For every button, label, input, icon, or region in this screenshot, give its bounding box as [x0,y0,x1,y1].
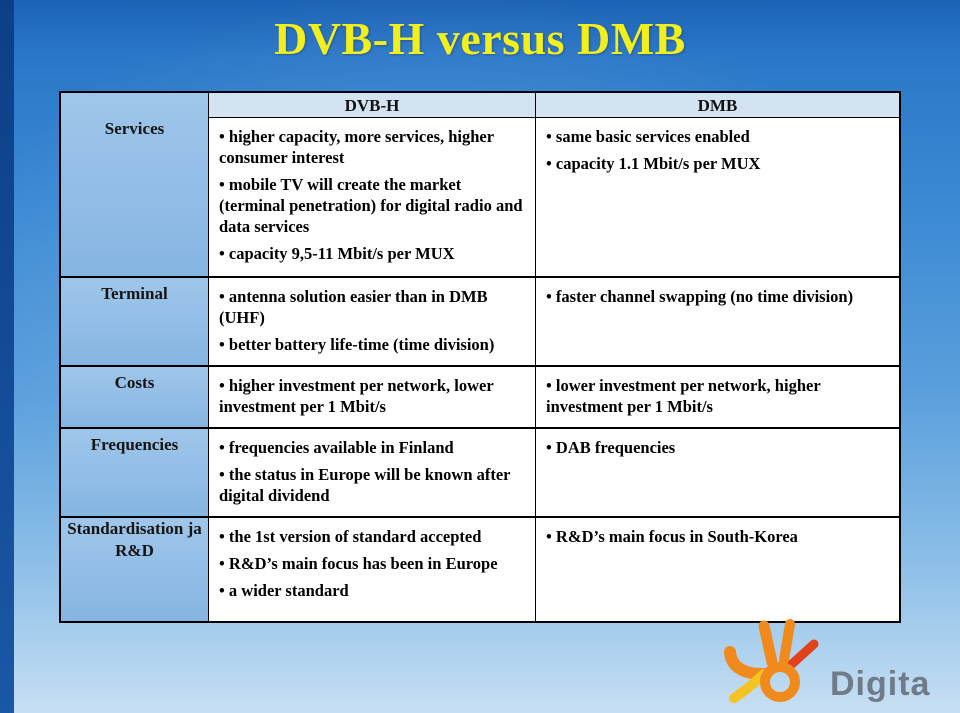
row-label-standardisation: Standardisation ja R&D [61,518,208,621]
standardisation-dvbh-cell: the 1st version of standard accepted R&D… [209,518,535,621]
list-item: better battery life-time (time division) [219,334,525,355]
list-item: mobile TV will create the market (termin… [219,174,525,237]
frequencies-dmb-cell: DAB frequencies [536,429,899,516]
column-header-dmb: DMB [536,93,899,117]
list-item: the 1st version of standard accepted [219,526,525,547]
list-item: R&D’s main focus has been in Europe [219,553,525,574]
standardisation-dmb-cell: R&D’s main focus in South-Korea [536,518,899,621]
list-item: the status in Europe will be known after… [219,464,525,506]
frequencies-dvbh-cell: frequencies available in Finland the sta… [209,429,535,516]
list-item: same basic services enabled [546,126,889,147]
row-label-services: Services [61,93,208,276]
comparison-table: DVB-H DMB Services higher capacity, more… [59,91,901,623]
list-item: DAB frequencies [546,437,889,458]
costs-dvbh-cell: higher investment per network, lower inv… [209,367,535,427]
left-accent-bar [0,0,14,713]
list-item: faster channel swapping (no time divisio… [546,286,889,307]
list-item: frequencies available in Finland [219,437,525,458]
row-label-frequencies: Frequencies [61,429,208,516]
terminal-dvbh-cell: antenna solution easier than in DMB (UHF… [209,278,535,365]
list-item: R&D’s main focus in South-Korea [546,526,889,547]
digita-logo-text: Digita [830,665,931,703]
list-item: higher capacity, more services, higher c… [219,126,525,168]
list-item: higher investment per network, lower inv… [219,375,525,417]
list-item: lower investment per network, higher inv… [546,375,889,417]
list-item: capacity 1.1 Mbit/s per MUX [546,153,889,174]
list-item: antenna solution easier than in DMB (UHF… [219,286,525,328]
list-item: capacity 9,5-11 Mbit/s per MUX [219,243,525,264]
row-label-terminal: Terminal [61,278,208,365]
row-label-costs: Costs [61,367,208,427]
column-header-dvbh: DVB-H [209,93,535,117]
terminal-dmb-cell: faster channel swapping (no time divisio… [536,278,899,365]
digita-logo-mark-icon [724,619,819,703]
services-dvbh-cell: higher capacity, more services, higher c… [209,118,535,276]
list-item: a wider standard [219,580,525,601]
services-dmb-cell: same basic services enabled capacity 1.1… [536,118,899,276]
costs-dmb-cell: lower investment per network, higher inv… [536,367,899,427]
slide-title: DVB-H versus DMB [274,13,686,64]
